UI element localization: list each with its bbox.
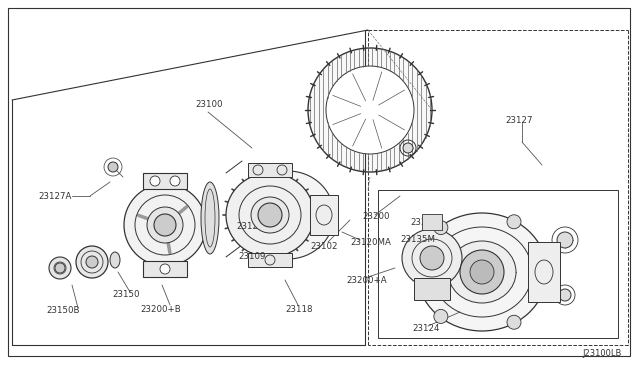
Circle shape [434, 310, 448, 323]
Circle shape [434, 221, 448, 235]
Text: 23213: 23213 [410, 218, 438, 227]
Circle shape [326, 66, 414, 154]
Text: 23102: 23102 [310, 242, 337, 251]
Text: 23200+A: 23200+A [346, 276, 387, 285]
Bar [528, 242, 560, 302]
Circle shape [170, 176, 180, 186]
Text: 23127A: 23127A [38, 192, 72, 201]
Circle shape [557, 232, 573, 248]
Ellipse shape [76, 246, 108, 278]
Ellipse shape [201, 182, 219, 254]
Ellipse shape [110, 252, 120, 268]
Bar [248, 163, 292, 177]
Text: 23127: 23127 [505, 116, 532, 125]
Circle shape [470, 260, 494, 284]
Circle shape [308, 48, 432, 172]
Text: 23150: 23150 [112, 290, 140, 299]
Circle shape [150, 176, 160, 186]
Bar [143, 173, 187, 189]
Circle shape [507, 215, 521, 229]
Ellipse shape [49, 257, 71, 279]
Circle shape [403, 143, 413, 153]
Text: 23120M: 23120M [236, 222, 271, 231]
Text: 23200+B: 23200+B [140, 305, 180, 314]
Text: 23100: 23100 [195, 100, 223, 109]
Text: 23200: 23200 [362, 212, 390, 221]
Circle shape [154, 214, 176, 236]
Ellipse shape [402, 229, 462, 287]
Bar [414, 278, 450, 300]
Ellipse shape [448, 241, 516, 303]
Text: J23100LB: J23100LB [582, 349, 622, 358]
Circle shape [460, 250, 504, 294]
Circle shape [420, 246, 444, 270]
Ellipse shape [417, 213, 547, 331]
Bar [143, 261, 187, 277]
Circle shape [55, 263, 65, 273]
Circle shape [160, 264, 170, 274]
Circle shape [258, 203, 282, 227]
Circle shape [559, 289, 571, 301]
Ellipse shape [242, 171, 334, 259]
Circle shape [86, 256, 98, 268]
Bar [422, 214, 442, 230]
Text: 23118: 23118 [285, 305, 312, 314]
Text: 23109: 23109 [238, 252, 266, 261]
Bar [248, 253, 292, 267]
Text: 23124: 23124 [412, 324, 440, 333]
Circle shape [507, 315, 521, 329]
Circle shape [108, 162, 118, 172]
Text: 23120MA: 23120MA [350, 238, 391, 247]
Ellipse shape [251, 197, 289, 233]
Bar [310, 195, 338, 235]
Text: 23150B: 23150B [46, 306, 79, 315]
Bar [378, 190, 618, 338]
Text: 23156: 23156 [530, 252, 557, 261]
Text: 23135M: 23135M [400, 235, 435, 244]
Ellipse shape [124, 184, 206, 266]
Ellipse shape [226, 173, 314, 257]
Ellipse shape [147, 207, 183, 243]
